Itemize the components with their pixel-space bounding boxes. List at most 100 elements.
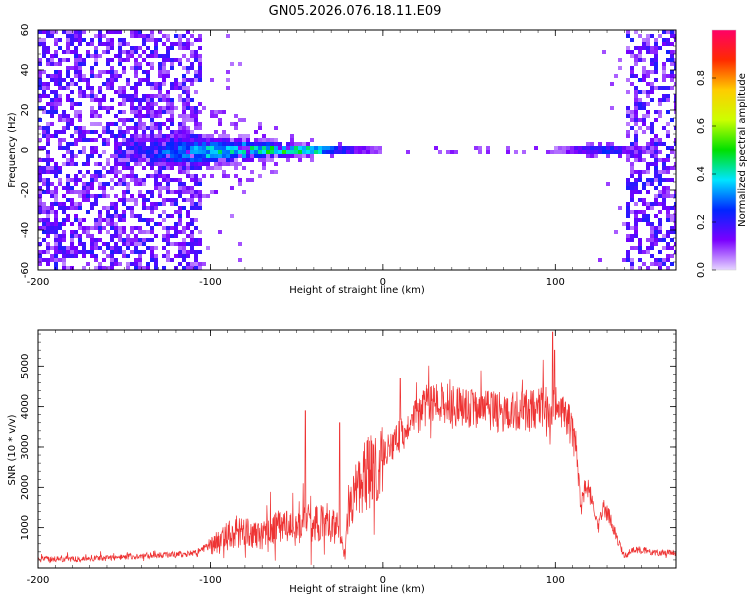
heatmap-cell: [330, 146, 334, 150]
heatmap-cell: [74, 34, 78, 38]
heatmap-cell: [258, 142, 262, 146]
heatmap-cell: [130, 98, 134, 102]
heatmap-cell: [182, 198, 186, 202]
heatmap-cell: [166, 58, 170, 62]
heatmap-cell: [634, 214, 638, 218]
heatmap-cell: [114, 234, 118, 238]
heatmap-cell: [198, 194, 202, 198]
heatmap-cell: [38, 106, 42, 110]
snr-y-label: SNR (10 * v/v): [7, 414, 18, 485]
heatmap-cell: [234, 166, 238, 170]
heatmap-cell: [62, 58, 66, 62]
heatmap-cell: [618, 66, 622, 70]
heatmap-cell: [98, 54, 102, 58]
heatmap-cell: [78, 114, 82, 118]
heatmap-cell: [66, 190, 70, 194]
heatmap-cell: [210, 174, 214, 178]
heatmap-cell: [94, 226, 98, 230]
heatmap-cell: [246, 146, 250, 150]
heatmap-cell: [162, 34, 166, 38]
heatmap-cell: [122, 154, 126, 158]
heatmap-cell: [110, 98, 114, 102]
heatmap-cell: [218, 230, 222, 234]
heatmap-cell: [82, 254, 86, 258]
heatmap-cell: [194, 242, 198, 246]
heatmap-cell: [170, 234, 174, 238]
heatmap-cell: [74, 62, 78, 66]
heatmap-cell: [602, 150, 606, 154]
heatmap-cell: [210, 190, 214, 194]
heatmap-cell: [650, 58, 654, 62]
heatmap-cell: [102, 226, 106, 230]
heatmap-cell: [38, 74, 42, 78]
heatmap-cell: [258, 174, 262, 178]
heatmap-cell: [166, 94, 170, 98]
heatmap-cell: [154, 134, 158, 138]
heatmap-cell: [174, 162, 178, 166]
heatmap-cell: [178, 42, 182, 46]
heatmap-cell: [182, 118, 186, 122]
heatmap-cell: [266, 150, 270, 154]
heatmap-cell: [54, 246, 58, 250]
heatmap-cell: [74, 30, 78, 34]
heatmap-cell: [74, 254, 78, 258]
heatmap-cell: [118, 230, 122, 234]
heatmap-cell: [38, 262, 42, 266]
heatmap-cell: [282, 154, 286, 158]
heatmap-cell: [42, 130, 46, 134]
heatmap-cell: [82, 78, 86, 82]
heatmap-cell: [474, 146, 478, 150]
heatmap-cell: [250, 170, 254, 174]
heatmap-cell: [254, 130, 258, 134]
heatmap-cell: [86, 186, 90, 190]
heatmap-cell: [102, 190, 106, 194]
heatmap-cell: [194, 226, 198, 230]
heatmap-cell: [174, 222, 178, 226]
heatmap-cell: [150, 110, 154, 114]
heatmap-cell: [198, 70, 202, 74]
heatmap-cell: [94, 54, 98, 58]
heatmap-cell: [666, 74, 670, 78]
heatmap-cell: [142, 230, 146, 234]
heatmap-cell: [158, 30, 162, 34]
heatmap-cell: [150, 98, 154, 102]
heatmap-cell: [658, 114, 662, 118]
heatmap-cell: [38, 82, 42, 86]
heatmap-cell: [134, 142, 138, 146]
heatmap-cell: [166, 110, 170, 114]
heatmap-cell: [46, 82, 50, 86]
heatmap-cell: [194, 122, 198, 126]
heatmap-cell: [162, 154, 166, 158]
heatmap-cell: [178, 130, 182, 134]
heatmap-cell: [146, 262, 150, 266]
heatmap-cell: [134, 106, 138, 110]
heatmap-cell: [66, 58, 70, 62]
spectrogram-y-label: Frequency (Hz): [7, 112, 18, 188]
y-tick-label: 4000: [20, 394, 31, 419]
heatmap-cell: [46, 74, 50, 78]
heatmap-cell: [98, 162, 102, 166]
heatmap-cell: [266, 142, 270, 146]
heatmap-cell: [46, 50, 50, 54]
heatmap-cell: [230, 162, 234, 166]
heatmap-cell: [618, 150, 622, 154]
heatmap-cell: [174, 58, 178, 62]
heatmap-cell: [126, 186, 130, 190]
heatmap-cell: [194, 126, 198, 130]
heatmap-cell: [86, 130, 90, 134]
heatmap-cell: [66, 66, 70, 70]
heatmap-cell: [142, 134, 146, 138]
heatmap-cell: [178, 182, 182, 186]
heatmap-cell: [666, 218, 670, 222]
heatmap-cell: [198, 126, 202, 130]
heatmap-cell: [630, 146, 634, 150]
heatmap-cell: [646, 266, 650, 270]
heatmap-cell: [198, 74, 202, 78]
heatmap-cell: [186, 126, 190, 130]
heatmap-cell: [110, 82, 114, 86]
heatmap-cell: [130, 142, 134, 146]
heatmap-cell: [674, 150, 676, 154]
heatmap-cell: [190, 234, 194, 238]
heatmap-cell: [38, 202, 42, 206]
heatmap-cell: [98, 42, 102, 46]
